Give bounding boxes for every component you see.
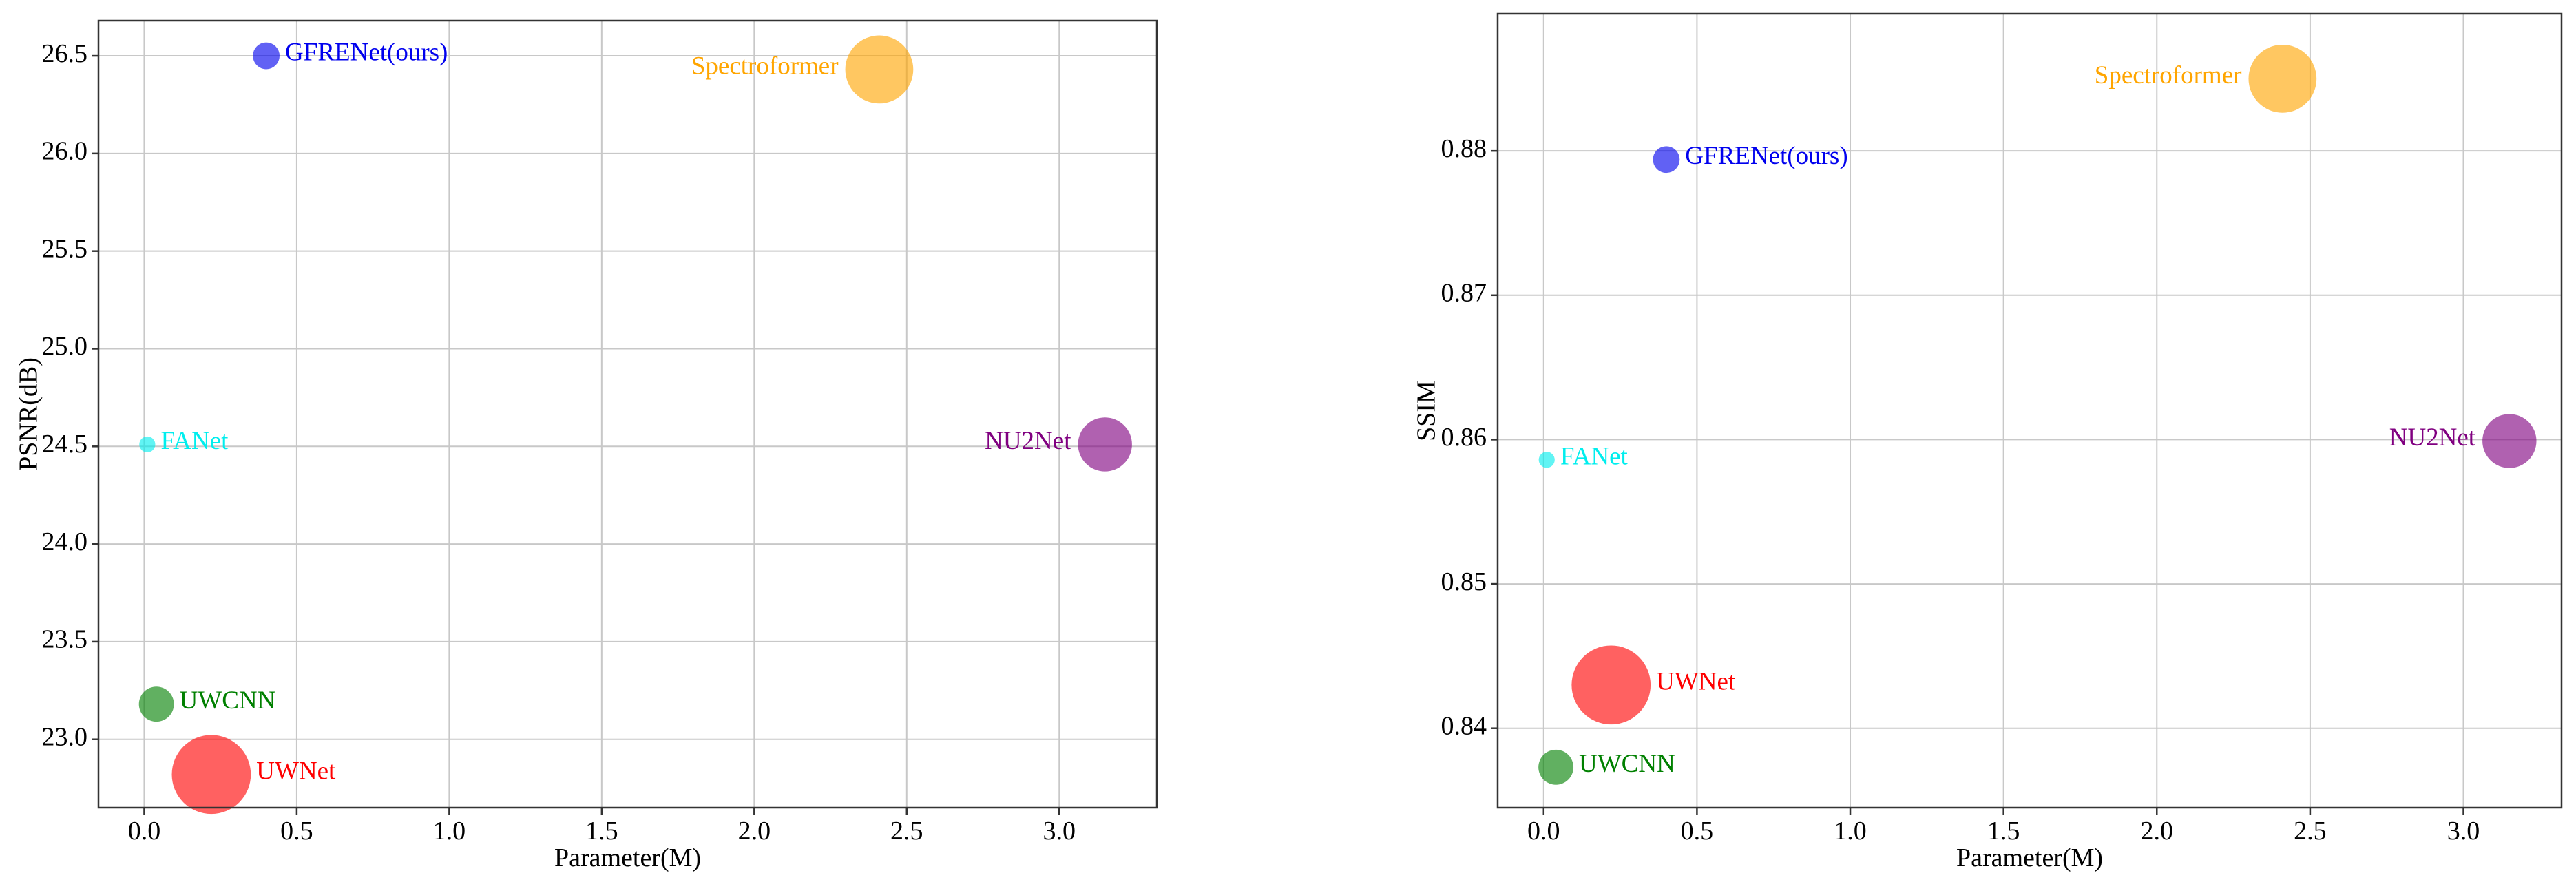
x-tick-label: 0.0 [128,817,161,846]
point-label: Spectroformer [691,52,839,80]
point-label: UWCNN [180,686,276,715]
point-fanet [1538,452,1555,468]
y-axis-title: SSIM [1412,380,1441,441]
point-label: UWNet [1656,667,1736,695]
point-labels: Spectroformer GFRENet(ours) NU2Net FANet UWN… [1560,61,2476,778]
x-axis-title: Parameter(M) [1956,843,2103,872]
point-label: FANet [1560,442,1629,470]
y-tick-label: 0.86 [1441,423,1487,452]
plot-frame [1496,12,2563,809]
point-label: NU2Net [2389,423,2476,452]
plot-frame [97,19,1158,809]
point-label: GFRENet(ours) [1685,142,1847,170]
x-tick-label: 0.5 [280,817,313,846]
y-tick-label: 0.84 [1441,711,1487,740]
point-label: UWCNN [1579,750,1675,778]
y-tick-label: 23.5 [42,625,88,654]
y-axis-ticks: 0.84 0.85 0.86 0.87 0.88 [1441,134,1498,740]
point-label: NU2Net [985,427,1071,455]
x-tick-label: 0.0 [1527,817,1560,846]
y-tick-label: 25.0 [42,332,88,361]
point-nu2net [1078,417,1132,472]
x-tick-label: 2.0 [738,817,771,846]
x-axis-ticks: 0.0 0.5 1.0 1.5 2.0 2.5 3.0 [1527,808,2480,846]
x-tick-label: 3.0 [2447,817,2480,846]
point-nu2net [2482,414,2537,468]
y-tick-label: 24.0 [42,527,88,556]
point-labels: GFRENet(ours) Spectroformer FANet NU2Net UWC… [160,39,1071,786]
gridlines [98,21,1157,808]
point-label: UWNet [256,757,336,785]
point-gfrenet-ours [253,42,280,70]
y-axis-ticks: 23.0 23.5 24.0 24.5 25.0 25.5 26.0 26.5 [42,39,98,751]
x-tick-label: 1.5 [585,817,618,846]
y-tick-label: 0.88 [1441,134,1487,163]
x-axis-ticks: 0.0 0.5 1.0 1.5 2.0 2.5 3.0 [128,808,1076,846]
point-uwcnn [138,686,174,722]
point-uwnet [1571,645,1651,725]
point-fanet [139,436,156,453]
x-tick-label: 2.5 [2294,817,2327,846]
y-tick-label: 26.0 [42,137,88,166]
point-spectroformer [2248,44,2317,113]
point-label: FANet [160,427,229,455]
x-tick-label: 2.5 [890,817,923,846]
x-tick-label: 2.0 [2141,817,2174,846]
point-uwcnn [1538,749,1574,785]
y-tick-label: 0.87 [1441,279,1487,308]
data-points [138,35,1132,815]
chart-panel-1: GFRENet(ours) Spectroformer FANet NU2Net UWC… [14,19,1158,872]
y-tick-label: 24.5 [42,430,88,459]
x-axis-title: Parameter(M) [554,843,701,872]
x-tick-label: 0.5 [1681,817,1714,846]
point-uwnet [171,735,251,815]
point-label: Spectroformer [2095,61,2242,90]
y-tick-label: 0.85 [1441,567,1487,596]
x-tick-label: 3.0 [1043,817,1076,846]
point-spectroformer [845,35,914,104]
y-axis-title: PSNR(dB) [14,357,43,471]
x-tick-label: 1.0 [433,817,466,846]
data-points [1538,44,2537,785]
point-gfrenet-ours [1653,146,1680,174]
y-tick-label: 26.5 [42,39,88,68]
x-tick-label: 1.0 [1834,817,1867,846]
y-tick-label: 25.5 [42,234,88,263]
y-tick-label: 23.0 [42,722,88,751]
x-tick-label: 1.5 [1987,817,2020,846]
chart-panel-2: Spectroformer GFRENet(ours) NU2Net FANet UWN… [1412,12,2563,872]
point-label: GFRENet(ours) [285,39,448,67]
